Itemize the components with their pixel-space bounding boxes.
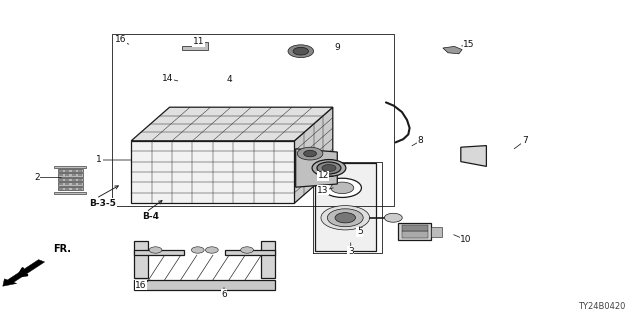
Text: 2: 2 — [35, 173, 40, 182]
Bar — [65, 188, 69, 190]
Text: B-3-5: B-3-5 — [90, 199, 116, 208]
Bar — [59, 174, 63, 176]
Text: 12: 12 — [317, 172, 329, 180]
Bar — [261, 241, 275, 278]
Text: TY24B0420: TY24B0420 — [579, 302, 626, 311]
Polygon shape — [296, 149, 337, 187]
Bar — [65, 179, 69, 181]
Text: 1: 1 — [97, 156, 102, 164]
Polygon shape — [131, 107, 333, 141]
Bar — [59, 188, 63, 190]
Bar — [134, 241, 148, 278]
Circle shape — [335, 212, 356, 223]
Polygon shape — [182, 42, 208, 50]
Text: 16: 16 — [115, 36, 126, 44]
Bar — [58, 173, 83, 177]
Text: 11: 11 — [193, 37, 204, 46]
Text: B-4: B-4 — [142, 212, 159, 221]
Polygon shape — [443, 46, 462, 54]
Circle shape — [323, 178, 362, 197]
Bar — [58, 182, 83, 186]
Text: 4: 4 — [227, 76, 232, 84]
Bar — [58, 178, 83, 181]
Bar — [134, 280, 275, 290]
Bar — [72, 188, 76, 190]
Circle shape — [317, 162, 341, 174]
Bar — [59, 170, 63, 172]
Text: 9: 9 — [335, 44, 340, 52]
Text: FR.: FR. — [53, 244, 71, 254]
Circle shape — [191, 247, 204, 253]
Bar — [72, 170, 76, 172]
Circle shape — [288, 45, 314, 58]
Bar — [134, 250, 184, 255]
Bar — [402, 231, 428, 238]
Bar — [72, 179, 76, 181]
Bar — [65, 170, 69, 172]
Bar — [65, 174, 69, 176]
Circle shape — [384, 213, 403, 222]
Text: 5: 5 — [357, 228, 362, 236]
Circle shape — [241, 247, 253, 253]
Bar — [78, 188, 82, 190]
Bar — [431, 227, 442, 237]
Bar — [59, 183, 63, 185]
Polygon shape — [3, 260, 45, 286]
Circle shape — [297, 147, 323, 160]
Polygon shape — [461, 146, 486, 166]
Circle shape — [322, 164, 336, 172]
Text: 13: 13 — [317, 186, 329, 195]
Bar — [78, 179, 82, 181]
Bar — [58, 169, 83, 172]
Bar — [54, 192, 86, 194]
Bar — [225, 250, 275, 255]
Bar — [78, 174, 82, 176]
Bar — [78, 170, 82, 172]
Circle shape — [312, 160, 346, 176]
Bar — [398, 223, 431, 240]
Circle shape — [205, 247, 218, 253]
Text: 3: 3 — [348, 247, 353, 256]
Circle shape — [327, 209, 364, 227]
Circle shape — [331, 182, 354, 194]
Bar — [59, 179, 63, 181]
Text: 10: 10 — [460, 236, 472, 244]
Text: 14: 14 — [162, 74, 173, 83]
Bar — [78, 183, 82, 185]
Text: 16: 16 — [135, 281, 147, 290]
Circle shape — [149, 247, 162, 253]
Text: 6: 6 — [221, 290, 227, 299]
Bar — [72, 174, 76, 176]
Bar — [72, 183, 76, 185]
Circle shape — [321, 205, 370, 230]
Bar — [58, 187, 83, 190]
Text: 7: 7 — [522, 136, 527, 145]
Polygon shape — [294, 107, 333, 203]
Circle shape — [293, 47, 308, 55]
Circle shape — [303, 150, 316, 157]
Text: 15: 15 — [463, 40, 475, 49]
Text: 8: 8 — [418, 136, 423, 145]
Bar — [65, 183, 69, 185]
Bar — [315, 163, 376, 251]
Bar — [402, 225, 428, 231]
Polygon shape — [131, 141, 294, 203]
Bar — [54, 166, 86, 168]
